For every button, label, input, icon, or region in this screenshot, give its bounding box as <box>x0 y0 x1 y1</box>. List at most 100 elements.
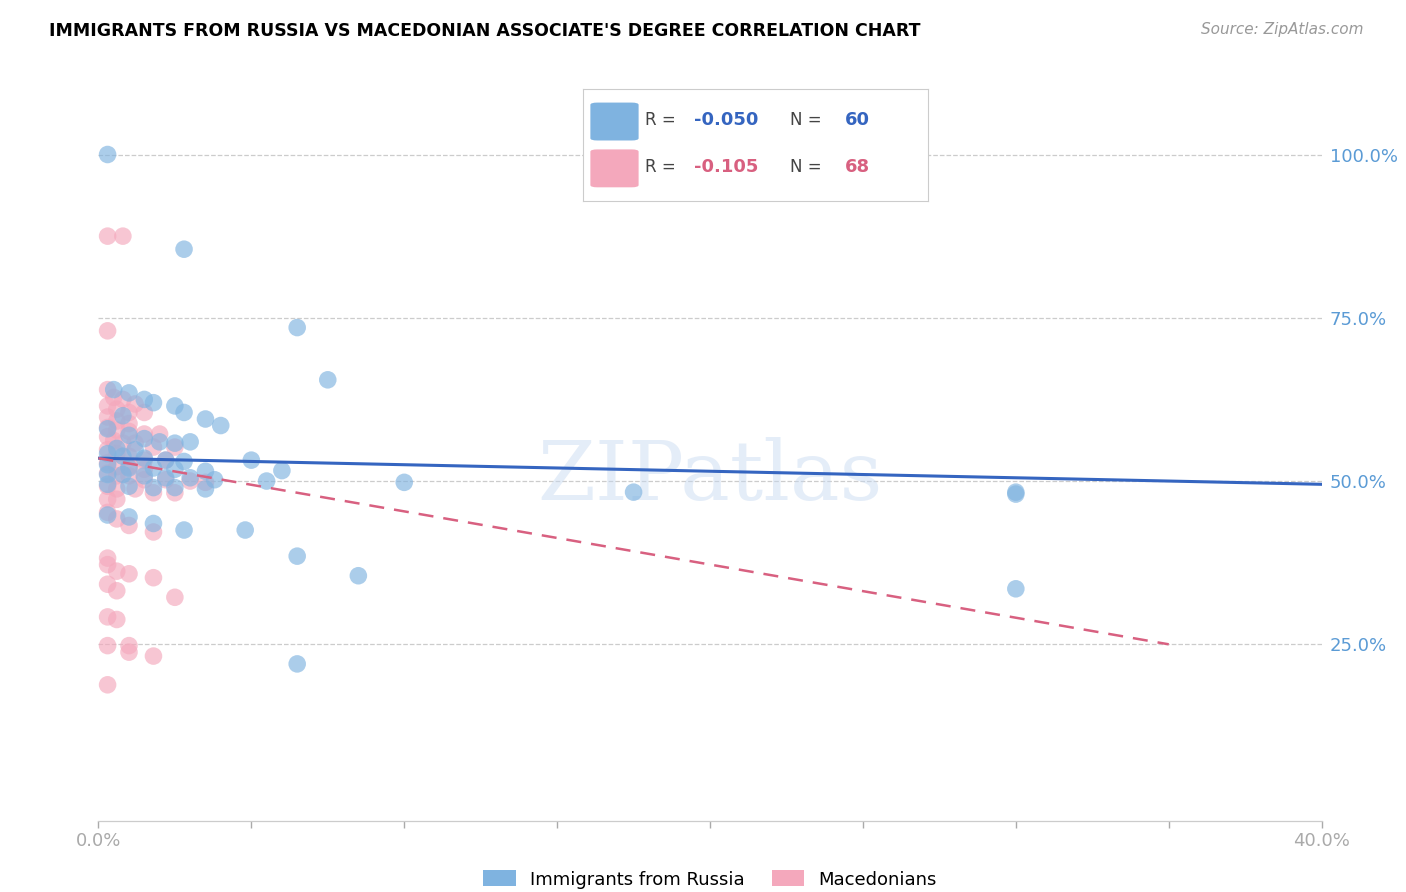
Point <box>134 392 156 407</box>
Point <box>105 402 128 417</box>
Text: R =: R = <box>645 158 682 177</box>
Point <box>97 479 120 493</box>
Point <box>316 373 339 387</box>
Point <box>285 549 308 563</box>
Point <box>194 464 217 478</box>
Point <box>124 442 146 457</box>
Point <box>118 428 141 442</box>
Point <box>163 462 186 476</box>
Point <box>163 436 186 450</box>
Point <box>155 473 177 487</box>
Point <box>124 482 146 496</box>
Point <box>118 425 141 439</box>
Point <box>155 453 177 467</box>
Point <box>105 459 128 474</box>
Point <box>142 524 165 539</box>
Point <box>105 482 128 496</box>
Point <box>118 459 141 474</box>
Point <box>118 417 141 431</box>
Point <box>134 427 156 442</box>
Point <box>1004 485 1026 500</box>
Point <box>118 479 141 493</box>
Point <box>1004 582 1026 596</box>
Point <box>118 449 141 463</box>
Point <box>111 449 134 463</box>
Point <box>97 639 120 653</box>
Point <box>105 442 128 456</box>
Point <box>134 468 156 483</box>
Text: 68: 68 <box>845 158 870 177</box>
Point <box>97 430 120 444</box>
Point <box>97 147 120 161</box>
Point <box>209 418 232 433</box>
Text: ZIPatlas: ZIPatlas <box>537 437 883 516</box>
Point <box>105 583 128 598</box>
Point <box>392 475 416 490</box>
Point <box>118 468 141 483</box>
Point <box>118 461 141 475</box>
Point <box>285 320 308 334</box>
Point <box>163 591 186 605</box>
Point <box>97 678 120 692</box>
Point <box>142 440 165 454</box>
Point <box>105 492 128 507</box>
Point <box>142 461 165 475</box>
Point <box>155 471 177 485</box>
Point <box>111 467 134 482</box>
Point <box>97 456 120 470</box>
Point <box>97 492 120 507</box>
Point <box>105 423 128 437</box>
Point <box>105 512 128 526</box>
Point <box>142 485 165 500</box>
Point <box>97 577 120 591</box>
Point <box>142 395 165 409</box>
Point <box>270 464 292 478</box>
Point <box>97 420 120 434</box>
Point <box>118 566 141 581</box>
Point <box>194 412 217 426</box>
Point <box>118 405 141 419</box>
Point <box>163 440 186 454</box>
Point <box>105 613 128 627</box>
Point <box>155 453 177 467</box>
Point <box>204 473 226 487</box>
Point <box>233 523 256 537</box>
Point <box>97 458 120 472</box>
Point <box>118 639 141 653</box>
Point <box>103 391 125 405</box>
FancyBboxPatch shape <box>591 149 638 187</box>
Point <box>134 462 156 476</box>
Point <box>173 523 195 537</box>
Point <box>124 436 146 450</box>
Point <box>97 422 120 436</box>
Point <box>97 442 120 457</box>
Point <box>149 434 172 449</box>
Point <box>118 510 141 524</box>
Point <box>173 242 195 256</box>
Point <box>163 485 186 500</box>
Point <box>97 447 120 461</box>
Text: R =: R = <box>645 112 682 129</box>
FancyBboxPatch shape <box>591 103 638 140</box>
Point <box>97 324 120 338</box>
Text: -0.105: -0.105 <box>693 158 758 177</box>
Point <box>149 427 172 442</box>
Point <box>105 414 128 428</box>
Point <box>97 467 120 481</box>
Point <box>124 397 146 411</box>
Point <box>111 436 134 450</box>
Point <box>347 568 370 582</box>
Point <box>118 645 141 659</box>
Point <box>111 229 134 244</box>
Point <box>97 477 120 491</box>
Point <box>118 518 141 533</box>
Point <box>103 434 125 448</box>
Point <box>142 571 165 585</box>
Point <box>105 468 128 483</box>
Point <box>105 447 128 461</box>
Point <box>173 454 195 468</box>
Point <box>134 453 156 467</box>
Point <box>97 399 120 413</box>
Legend: Immigrants from Russia, Macedonians: Immigrants from Russia, Macedonians <box>475 863 945 892</box>
Point <box>97 229 120 244</box>
